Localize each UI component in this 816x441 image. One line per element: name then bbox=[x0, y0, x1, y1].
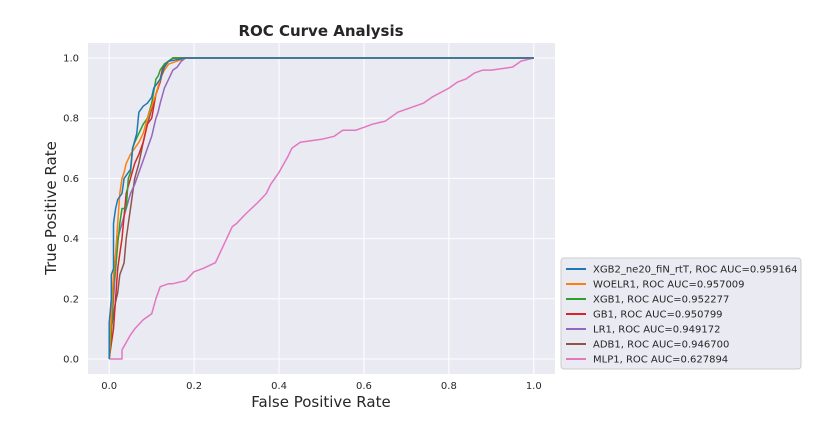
y-tick-label: 1.0 bbox=[63, 54, 79, 65]
plot-area bbox=[88, 43, 555, 374]
x-tick-labels: 0.0 0.2 0.4 0.6 0.8 1.0 bbox=[101, 381, 541, 392]
series-lines bbox=[108, 57, 534, 360]
legend-label: MLP1, ROC AUC=0.627894 bbox=[593, 355, 728, 366]
x-tick-label: 1.0 bbox=[526, 381, 542, 392]
x-tick-label: 0.0 bbox=[101, 381, 117, 392]
x-tick-label: 0.2 bbox=[186, 381, 202, 392]
legend-label: GB1, ROC AUC=0.950799 bbox=[593, 310, 723, 321]
grid-lines bbox=[88, 43, 555, 374]
y-tick-label: 0.8 bbox=[63, 114, 79, 125]
legend-box bbox=[560, 257, 802, 370]
series-line-6 bbox=[109, 57, 534, 360]
y-tick-label: 0.0 bbox=[63, 354, 79, 365]
y-tick-label: 0.6 bbox=[63, 174, 79, 185]
x-tick-label: 0.6 bbox=[356, 381, 372, 392]
series-line-0 bbox=[108, 57, 534, 359]
y-tick-labels: 0.0 0.2 0.4 0.6 0.8 1.0 bbox=[63, 54, 79, 366]
legend-label: LR1, ROC AUC=0.949172 bbox=[593, 325, 720, 336]
legend-label: XGB1, ROC AUC=0.952277 bbox=[593, 295, 729, 306]
x-tick-label: 0.4 bbox=[271, 381, 287, 392]
y-axis-label: True Positive Rate bbox=[42, 141, 60, 276]
chart-title: ROC Curve Analysis bbox=[238, 22, 403, 40]
y-tick-label: 0.2 bbox=[63, 294, 79, 305]
legend-label: XGB2_ne20_fiN_rtT, ROC AUC=0.959164 bbox=[593, 265, 798, 276]
x-axis-label: False Positive Rate bbox=[251, 393, 390, 411]
y-tick-label: 0.4 bbox=[63, 234, 79, 245]
legend-label: ADB1, ROC AUC=0.946700 bbox=[593, 340, 729, 351]
legend: XGB2_ne20_fiN_rtT, ROC AUC=0.959164 WOELR… bbox=[560, 257, 802, 370]
x-tick-label: 0.8 bbox=[441, 381, 457, 392]
legend-label: WOELR1, ROC AUC=0.957009 bbox=[593, 280, 745, 291]
